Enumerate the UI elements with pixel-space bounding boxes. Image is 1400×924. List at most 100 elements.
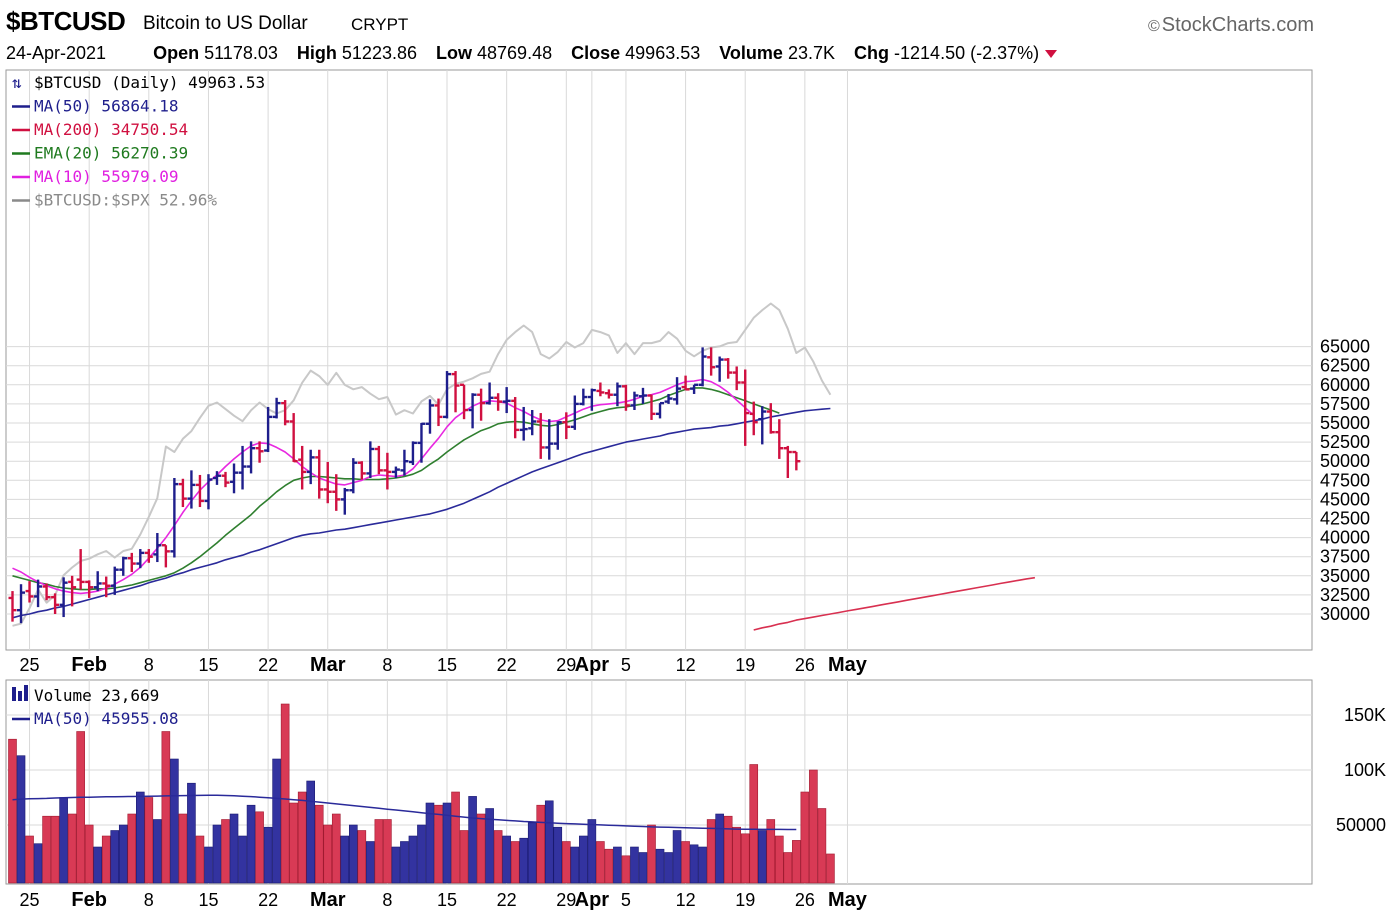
ohlc-bar (732, 366, 741, 391)
price-tick-label: 42500 (1320, 509, 1370, 529)
volume-bar (774, 835, 784, 884)
volume-bar (809, 769, 818, 884)
brand-logo[interactable]: © StockCharts.com (1148, 14, 1314, 37)
high-label: High (296, 43, 337, 63)
x-tick-label: 5 (621, 890, 631, 910)
ma200-line (753, 576, 1036, 631)
low-label: Low (436, 43, 472, 63)
ohlc-bar (638, 387, 647, 404)
ohlc-bar (230, 463, 239, 494)
legend-entry: MA(200) 34750.54 (34, 120, 188, 139)
price-tick-label: 32500 (1320, 585, 1370, 605)
volume-tick-label: 100K (1344, 760, 1386, 780)
price-legend: ⇅ $BTCUSD (Daily) 49963.53 MA(50) 56864.18… (12, 73, 265, 210)
ohlc-bar (417, 422, 426, 463)
x-tick-label: 12 (676, 655, 696, 675)
symbol-ticker: $BTCUSD (6, 6, 126, 36)
volume-bar (519, 837, 529, 884)
x-tick-label: 26 (795, 890, 815, 910)
volume-bar (561, 841, 571, 884)
price-tick-label: 55000 (1320, 413, 1370, 433)
ohlc-bar (485, 382, 494, 405)
ohlc-bar (238, 445, 247, 490)
x-tick-label: Apr (575, 889, 610, 911)
ohlc-bar (656, 401, 665, 419)
volume-bar (170, 758, 179, 884)
ohlc-bar (425, 399, 434, 434)
ohlc-bar (281, 400, 290, 426)
volume-bar (161, 731, 171, 884)
volume-panel[interactable]: 50000 100K 150K Volume 23,669 MA(50) 45955.0… (5, 679, 1386, 911)
volume-legend-icon (24, 685, 28, 701)
ohlc-bar (332, 474, 341, 511)
chg-label: Chg (854, 43, 890, 63)
volume-bar (425, 802, 435, 884)
ohlc-bar (323, 461, 332, 504)
ohlc-bar (502, 387, 511, 414)
ohlc-bar (775, 419, 784, 459)
volume-bar (204, 846, 213, 884)
ohlc-bar (357, 461, 366, 480)
volume-bar (587, 819, 597, 884)
x-tick-label: May (828, 654, 868, 676)
symbol-name: Bitcoin to US Dollar (143, 13, 308, 34)
volume-bar (442, 802, 452, 884)
volume-bar (187, 782, 196, 884)
ohlc-bar (673, 377, 682, 405)
volume-bar (681, 841, 690, 884)
volume-bar (723, 815, 733, 884)
volume-bar (238, 835, 247, 884)
ohlc-bar (468, 393, 477, 429)
volume-bar (391, 846, 401, 884)
ohlc-bar (170, 478, 179, 558)
x-tick-label: Feb (71, 654, 107, 676)
ohlc-bar (366, 441, 375, 479)
volume-bar (8, 738, 17, 884)
x-tick-label: 8 (144, 655, 154, 675)
volume-bar (357, 830, 367, 884)
ohlc-bar (519, 406, 528, 441)
volume-bar (42, 815, 51, 884)
copyright-icon: © (1147, 18, 1160, 35)
price-tick-label: 65000 (1320, 337, 1370, 357)
volume-legend-icon (12, 687, 16, 701)
volume-bar (229, 813, 239, 884)
x-tick-label: May (828, 889, 868, 911)
ohlc-bar (553, 421, 562, 450)
volume-bar (297, 791, 307, 884)
volume-bar (553, 826, 563, 884)
ohlc-summary: 24-Apr-2021 Open 51178.03 High 51223.86 … (6, 43, 1058, 64)
ohlc-bar (664, 393, 673, 404)
ohlc-bar (178, 478, 187, 508)
ohlc-bar (630, 391, 639, 411)
ohlc-bar (408, 441, 417, 466)
price-panel[interactable]: 3000032500350003750040000425004500047500… (5, 69, 1370, 676)
volume-bar (604, 848, 614, 884)
volume-bar (255, 811, 264, 884)
volume-bar (647, 824, 656, 884)
volume-bar (383, 819, 392, 884)
ohlc-bar (451, 371, 460, 413)
volume-bar (408, 835, 418, 884)
ohlc-bar (613, 382, 622, 407)
x-tick-label: 5 (621, 655, 631, 675)
ohlc-bar (306, 449, 315, 485)
volume-bar (689, 844, 699, 884)
volume-bar (314, 804, 324, 884)
close-label: Close (571, 43, 621, 63)
volume-bar (510, 841, 520, 884)
volume-bar (485, 808, 494, 884)
ohlc-bar (690, 383, 699, 394)
legend-entry: MA(50) 45955.08 (34, 709, 179, 728)
ohlc-bar (42, 583, 51, 601)
volume-bar (783, 852, 793, 884)
legend-entry: MA(10) 55979.09 (34, 167, 179, 186)
volume-bar (84, 824, 94, 884)
price-tick-label: 60000 (1320, 375, 1370, 395)
x-tick-label: Apr (575, 654, 610, 676)
ma50-line (12, 407, 831, 619)
ratio-spx-line (12, 302, 832, 627)
volume-bar (280, 703, 290, 884)
volume-bar (178, 813, 188, 884)
